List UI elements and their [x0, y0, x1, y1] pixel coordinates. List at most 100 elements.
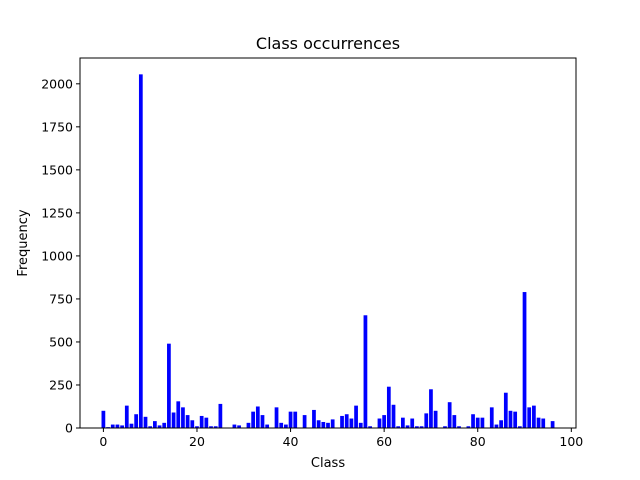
bar-class-73 [443, 426, 447, 428]
bar-class-4 [120, 425, 124, 428]
bar-class-54 [354, 405, 358, 428]
bar-class-5 [124, 405, 129, 428]
bar-class-67 [415, 426, 419, 428]
bar-class-61 [386, 386, 391, 428]
bar-class-11 [153, 421, 157, 428]
x-tick-label: 60 [376, 434, 392, 449]
bar-class-43 [302, 415, 307, 428]
bar-class-78 [466, 426, 471, 428]
bar-class-51 [340, 415, 344, 428]
bar-class-29 [237, 425, 241, 428]
bar-class-24 [213, 426, 218, 428]
bar-class-10 [148, 426, 153, 428]
bar-class-46 [316, 420, 321, 428]
y-axis-label: Frequency [16, 209, 31, 276]
y-tick-label: 750 [49, 291, 73, 306]
x-tick-label: 0 [99, 434, 107, 449]
bar-class-63 [396, 426, 401, 428]
bar-class-83 [489, 407, 494, 428]
bar-class-17 [181, 407, 185, 428]
bar-class-65 [405, 425, 410, 428]
y-tick-label: 500 [49, 334, 73, 349]
bar-class-64 [401, 417, 405, 428]
bar-class-87 [508, 410, 513, 428]
bar-class-55 [358, 422, 363, 428]
bar-class-18 [185, 415, 190, 428]
bar-class-86 [503, 392, 508, 428]
bar-class-2 [110, 424, 115, 428]
bar-class-71 [433, 410, 438, 428]
bar-class-32 [251, 411, 255, 428]
x-tick-label: 100 [559, 434, 583, 449]
bar-class-70 [429, 389, 433, 428]
bar-class-41 [293, 411, 298, 428]
bar-class-76 [457, 426, 461, 428]
bar-class-80 [475, 417, 480, 428]
y-axis-ticks: 0 250 500 750 1000 1250 1500 1750 2000 [41, 76, 80, 436]
bar-class-49 [330, 419, 335, 428]
bar-class-21 [199, 415, 204, 428]
bar-class-52 [344, 414, 349, 428]
bar-class-96 [550, 421, 555, 428]
bar-class-3 [115, 424, 120, 428]
bar-class-20 [195, 426, 199, 428]
bar-class-60 [382, 415, 387, 428]
bar-class-62 [391, 404, 396, 428]
y-tick-label: 250 [49, 377, 73, 392]
bar-class-39 [284, 424, 288, 428]
bar-class-9 [143, 416, 148, 428]
bar-class-7 [134, 414, 139, 428]
bar-class-8 [138, 74, 143, 428]
bar-class-92 [532, 405, 536, 428]
bar-class-37 [274, 407, 279, 428]
x-tick-label: 40 [283, 434, 299, 449]
y-tick-label: 0 [65, 421, 73, 436]
bar-class-66 [410, 418, 415, 428]
bar-class-68 [419, 426, 424, 428]
plot-frame [79, 57, 577, 429]
bar-class-84 [494, 424, 499, 428]
bar-class-85 [499, 420, 503, 428]
bar-class-56 [363, 315, 368, 428]
bar-class-45 [312, 409, 316, 428]
x-tick-label: 20 [189, 434, 205, 449]
bar-class-94 [541, 418, 546, 428]
y-tick-label: 1250 [41, 205, 73, 220]
x-axis-ticks: 0 20 40 60 80 100 [99, 428, 583, 449]
bar-class-74 [447, 402, 452, 428]
bar-class-89 [517, 426, 522, 428]
bar-class-6 [129, 423, 134, 428]
bar-class-59 [377, 418, 382, 428]
bar-class-12 [157, 425, 162, 428]
bar-class-33 [255, 406, 260, 428]
bar-class-40 [288, 411, 293, 428]
bar-class-14 [167, 343, 171, 428]
y-tick-label: 1000 [41, 248, 73, 263]
bar-class-91 [527, 407, 532, 428]
bar-class-13 [162, 422, 167, 428]
bar-class-93 [536, 417, 541, 428]
bar-class-34 [260, 415, 265, 428]
bar-class-0 [101, 410, 106, 428]
bar-class-75 [452, 415, 457, 428]
x-tick-label: 80 [470, 434, 486, 449]
bar-class-47 [321, 421, 326, 428]
bar-class-48 [326, 422, 330, 428]
chart-title: Class occurrences [256, 34, 400, 53]
y-tick-label: 1750 [41, 119, 73, 134]
bar-class-16 [176, 401, 181, 428]
bar-class-31 [246, 422, 251, 428]
bar-class-35 [265, 424, 270, 428]
bar-class-23 [209, 426, 213, 428]
bar-class-15 [171, 412, 176, 428]
bars-group [101, 74, 555, 428]
x-axis-label: Class [311, 456, 345, 471]
bar-class-38 [279, 422, 284, 428]
bar-class-69 [424, 413, 429, 428]
y-tick-label: 2000 [41, 76, 73, 91]
bar-class-88 [513, 411, 518, 428]
bar-class-19 [190, 420, 195, 428]
bar-class-28 [232, 424, 237, 428]
bar-class-81 [480, 417, 485, 428]
